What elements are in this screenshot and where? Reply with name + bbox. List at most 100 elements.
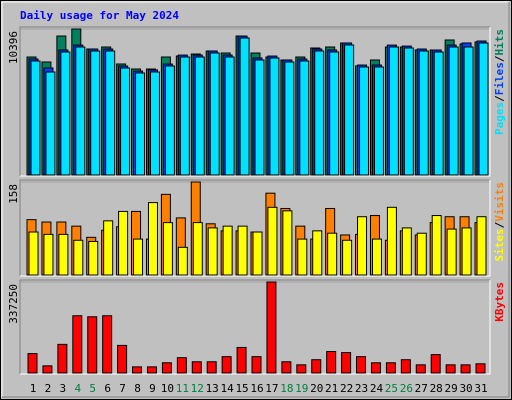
- x-tick-label: 3: [60, 382, 67, 395]
- x-tick-label: 8: [134, 382, 141, 395]
- panel-bevel: [20, 280, 491, 375]
- bar: [30, 60, 41, 176]
- bar: [403, 47, 414, 176]
- x-tick-label: 24: [370, 382, 384, 395]
- bar: [75, 46, 86, 176]
- bar: [446, 228, 457, 276]
- x-tick-label: 29: [445, 382, 458, 395]
- bar: [445, 364, 456, 374]
- x-tick-label: 11: [176, 382, 189, 395]
- bar: [73, 239, 84, 276]
- x-tick-label: 7: [119, 382, 126, 395]
- x-tick-label: 9: [149, 382, 156, 395]
- x-tick-label: 14: [221, 382, 235, 395]
- bar: [72, 315, 83, 374]
- bar: [269, 57, 280, 176]
- x-tick-label: 25: [385, 382, 398, 395]
- bar: [90, 50, 101, 176]
- panel-bevel: [19, 26, 490, 176]
- bar: [135, 72, 146, 176]
- bar: [177, 246, 188, 276]
- y-tick-label: 337250: [7, 284, 20, 324]
- y-tick-label: 10396: [7, 31, 20, 64]
- bar: [133, 238, 144, 276]
- x-tick-label: 28: [430, 382, 443, 395]
- bar: [329, 51, 340, 176]
- bar: [371, 238, 382, 276]
- bar: [102, 315, 113, 374]
- panel-bevel: [20, 180, 491, 277]
- x-tick-label: 18: [280, 382, 293, 395]
- bar: [191, 361, 202, 374]
- legend-entry: Sites: [493, 228, 506, 261]
- x-tick-label: 23: [355, 382, 368, 395]
- bar: [401, 227, 412, 276]
- legend: KBytes: [493, 282, 506, 322]
- bar: [478, 42, 489, 176]
- bar: [386, 206, 397, 276]
- bar: [149, 71, 160, 176]
- x-tick-label: 21: [325, 382, 338, 395]
- bar: [252, 231, 263, 276]
- bar: [416, 232, 427, 276]
- bar: [60, 51, 71, 176]
- bar: [162, 222, 173, 276]
- panel-bevel: [20, 27, 491, 177]
- bar: [475, 363, 486, 374]
- y-tick-label: 158: [7, 184, 20, 204]
- bar: [266, 281, 277, 374]
- panel-bevel: [19, 279, 490, 374]
- bar: [373, 66, 384, 176]
- legend: Sites/Visits: [493, 182, 506, 262]
- bar: [342, 239, 353, 276]
- legend: Pages/Files/Hits: [493, 29, 506, 135]
- x-tick-label: 10: [161, 382, 174, 395]
- bar: [207, 227, 218, 276]
- x-tick-label: 27: [415, 382, 428, 395]
- x-tick-label: 1: [30, 382, 37, 395]
- bar: [103, 220, 114, 276]
- bar: [299, 60, 310, 176]
- bar: [314, 50, 325, 176]
- legend-entry: Visits: [493, 182, 506, 222]
- x-tick-label: 5: [89, 382, 96, 395]
- bar: [448, 46, 459, 176]
- bar: [311, 359, 322, 374]
- bar: [370, 362, 381, 374]
- bar: [418, 50, 429, 176]
- bar: [296, 364, 307, 374]
- bar: [385, 362, 396, 374]
- bar: [400, 359, 411, 374]
- x-tick-label: 4: [74, 382, 81, 395]
- bar: [132, 366, 143, 374]
- bar: [194, 56, 205, 176]
- bar: [344, 44, 355, 176]
- bar: [284, 61, 295, 176]
- bar: [388, 46, 399, 176]
- x-tick-label: 19: [295, 382, 308, 395]
- bar: [281, 361, 292, 374]
- chart-title: Daily usage for May 2024: [20, 9, 179, 22]
- bar: [236, 346, 247, 374]
- bar: [88, 240, 99, 276]
- bar: [161, 362, 172, 374]
- bar: [45, 71, 56, 176]
- bar: [87, 316, 98, 374]
- bar: [43, 233, 54, 276]
- x-tick-label: 12: [191, 382, 204, 395]
- x-tick-label: 17: [265, 382, 278, 395]
- legend-entry: Pages: [493, 102, 506, 135]
- bar: [209, 52, 220, 176]
- bar: [431, 215, 442, 276]
- bar: [312, 230, 323, 276]
- bar: [251, 356, 262, 374]
- bar: [254, 59, 265, 176]
- bar: [430, 354, 441, 374]
- bar: [267, 206, 278, 276]
- bar: [221, 356, 232, 374]
- bar: [164, 65, 175, 176]
- bar: [463, 46, 474, 176]
